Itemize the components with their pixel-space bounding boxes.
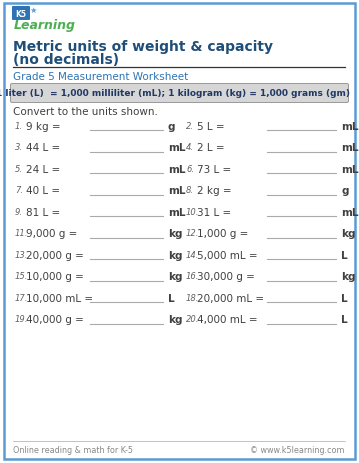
Text: kg: kg xyxy=(168,250,182,260)
Text: mL: mL xyxy=(341,143,359,153)
Text: 16.: 16. xyxy=(186,272,199,281)
Text: kg: kg xyxy=(168,229,182,239)
Text: 19.: 19. xyxy=(15,315,28,324)
Text: g: g xyxy=(341,186,349,196)
Text: kg: kg xyxy=(168,272,182,282)
Text: 20,000 mL =: 20,000 mL = xyxy=(197,294,264,303)
Text: ★: ★ xyxy=(29,6,37,14)
Text: 10,000 mL =: 10,000 mL = xyxy=(26,294,93,303)
Text: 4.: 4. xyxy=(186,143,194,152)
Text: K5: K5 xyxy=(15,10,27,19)
Text: 11.: 11. xyxy=(15,229,28,238)
Text: 15.: 15. xyxy=(15,272,28,281)
Text: 20.: 20. xyxy=(186,315,199,324)
Text: 13.: 13. xyxy=(15,250,28,259)
Text: Convert to the units shown.: Convert to the units shown. xyxy=(13,107,158,117)
Text: 6.: 6. xyxy=(186,165,194,174)
Text: mL: mL xyxy=(168,165,186,175)
Text: kg: kg xyxy=(168,315,182,325)
Text: 24 L =: 24 L = xyxy=(26,165,60,175)
Text: 40 L =: 40 L = xyxy=(26,186,60,196)
Text: 9 kg =: 9 kg = xyxy=(26,122,61,131)
Text: 5.: 5. xyxy=(15,165,23,174)
Text: Learning: Learning xyxy=(14,19,76,31)
Text: 2 kg =: 2 kg = xyxy=(197,186,232,196)
Text: mL: mL xyxy=(341,207,359,218)
Text: 12.: 12. xyxy=(186,229,199,238)
Text: 5 L =: 5 L = xyxy=(197,122,225,131)
Text: 1,000 g =: 1,000 g = xyxy=(197,229,248,239)
Text: mL: mL xyxy=(341,165,359,175)
Text: g: g xyxy=(168,122,176,131)
Text: 73 L =: 73 L = xyxy=(197,165,231,175)
Text: 1 liter (L)  = 1,000 milliliter (mL); 1 kilogram (kg) = 1,000 grams (gm): 1 liter (L) = 1,000 milliliter (mL); 1 k… xyxy=(0,89,350,98)
Text: 81 L =: 81 L = xyxy=(26,207,60,218)
Text: 2.: 2. xyxy=(186,122,194,131)
Text: 8.: 8. xyxy=(186,186,194,195)
Text: mL: mL xyxy=(168,186,186,196)
Text: 17.: 17. xyxy=(15,294,28,302)
Text: 31 L =: 31 L = xyxy=(197,207,231,218)
Text: 18.: 18. xyxy=(186,294,199,302)
Text: 20,000 g =: 20,000 g = xyxy=(26,250,84,260)
FancyBboxPatch shape xyxy=(10,84,349,103)
Text: 4,000 mL =: 4,000 mL = xyxy=(197,315,258,325)
Text: 2 L =: 2 L = xyxy=(197,143,225,153)
Text: 40,000 g =: 40,000 g = xyxy=(26,315,84,325)
Text: 30,000 g =: 30,000 g = xyxy=(197,272,255,282)
Text: mL: mL xyxy=(341,122,359,131)
Text: 10,000 g =: 10,000 g = xyxy=(26,272,84,282)
Text: mL: mL xyxy=(168,207,186,218)
Text: Metric units of weight & capacity: Metric units of weight & capacity xyxy=(13,40,273,54)
Text: L: L xyxy=(341,294,348,303)
Text: L: L xyxy=(168,294,174,303)
Text: 1.: 1. xyxy=(15,122,23,131)
Text: 3.: 3. xyxy=(15,143,23,152)
Text: 7.: 7. xyxy=(15,186,23,195)
FancyBboxPatch shape xyxy=(4,4,355,459)
Text: 44 L =: 44 L = xyxy=(26,143,60,153)
Text: Grade 5 Measurement Worksheet: Grade 5 Measurement Worksheet xyxy=(13,72,188,82)
Text: 10.: 10. xyxy=(186,207,199,217)
Text: kg: kg xyxy=(341,229,355,239)
Text: L: L xyxy=(341,250,348,260)
Text: L: L xyxy=(341,315,348,325)
Text: 9.: 9. xyxy=(15,207,23,217)
Text: Online reading & math for K-5: Online reading & math for K-5 xyxy=(13,445,133,454)
Text: (no decimals): (no decimals) xyxy=(13,53,119,67)
Text: kg: kg xyxy=(341,272,355,282)
Text: 14.: 14. xyxy=(186,250,199,259)
Text: © www.k5learning.com: © www.k5learning.com xyxy=(251,445,345,454)
Text: 5,000 mL =: 5,000 mL = xyxy=(197,250,258,260)
Text: mL: mL xyxy=(168,143,186,153)
Text: 9,000 g =: 9,000 g = xyxy=(26,229,78,239)
FancyBboxPatch shape xyxy=(12,7,30,21)
